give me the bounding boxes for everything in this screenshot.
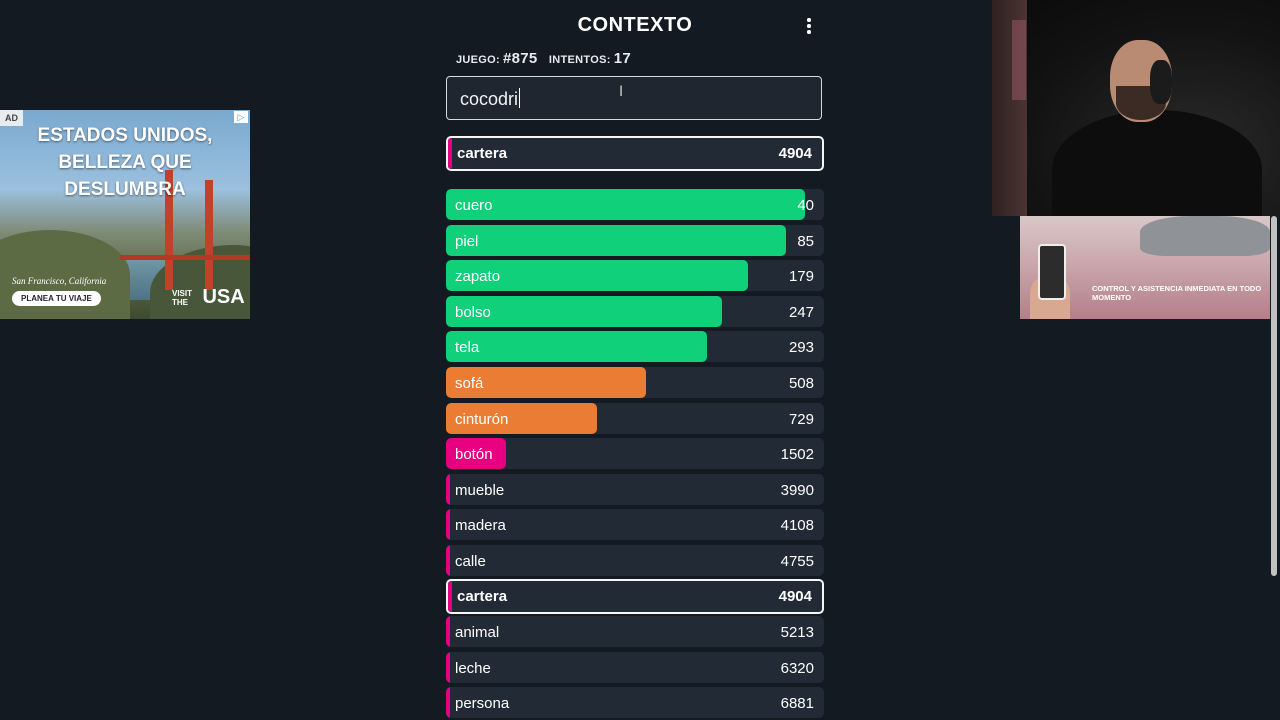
guess-bar	[446, 367, 646, 398]
guess-rank: 6320	[780, 659, 814, 677]
ad-cta-button[interactable]: PLANEA TU VIAJE	[12, 291, 101, 306]
game-stats: JUEGO: #875 INTENTOS: 17	[456, 50, 639, 67]
guess-bar	[446, 651, 450, 683]
guess-word: botón	[455, 446, 493, 464]
header: CONTEXTO	[446, 12, 824, 42]
car-image	[1140, 216, 1270, 256]
text-cursor-icon: I	[619, 84, 624, 100]
guess-word: calle	[455, 553, 486, 570]
guess-rank: 1502	[780, 446, 814, 464]
bridge-deck	[120, 255, 250, 260]
guess-rank: 5213	[780, 624, 814, 642]
guess-word: sofá	[455, 375, 484, 392]
attempts-count: 17	[613, 50, 631, 67]
webcam-overlay	[992, 0, 1280, 216]
guess-rank: 85	[797, 232, 814, 250]
guess-row: piel 85	[446, 224, 824, 256]
last-guess-bar	[448, 138, 452, 169]
game-number: #875	[502, 50, 538, 67]
guess-rank: 729	[788, 410, 814, 428]
guess-row: cuero 40	[446, 189, 824, 220]
guess-rank: 179	[788, 268, 814, 286]
guess-bar	[446, 545, 450, 576]
guess-row: leche 6320	[446, 651, 824, 683]
ad-logo: VISIT THE USA	[172, 286, 245, 309]
ad-location: San Francisco, California	[12, 276, 107, 286]
guess-row: cinturón 729	[446, 402, 824, 434]
guess-input-value: cocodri	[460, 89, 519, 109]
guess-bar	[446, 260, 748, 292]
guess-bar	[448, 580, 452, 612]
guess-rank: 247	[788, 303, 814, 321]
guess-row: sofá 508	[446, 367, 824, 398]
guess-row: persona 6881	[446, 687, 824, 719]
guess-word: mueble	[455, 481, 505, 499]
guess-word: persona	[455, 695, 510, 713]
more-options-icon[interactable]	[806, 18, 812, 36]
guess-row: mueble 3990	[446, 473, 824, 505]
game-label: JUEGO:	[456, 54, 500, 66]
ad-headline-line-2: BELLEZA QUE DESLUMBRA	[58, 152, 192, 200]
ad-choices-icon[interactable]: ▷	[234, 111, 248, 123]
guess-bar	[446, 616, 450, 648]
last-guess-rank: 4904	[778, 145, 812, 162]
guess-bar	[446, 224, 786, 256]
contexto-game: CONTEXTO JUEGO: #875 INTENTOS: 17 cocodri …	[446, 0, 824, 720]
guess-row: zapato 179	[446, 260, 824, 292]
phone-image	[1038, 244, 1066, 300]
guess-row: cartera 4904	[446, 578, 824, 614]
page-title: CONTEXTO	[577, 14, 693, 36]
guess-row: animal 5213	[446, 616, 824, 648]
guess-word: bolso	[455, 303, 491, 321]
ad-logo-small: VISIT THE	[172, 288, 193, 307]
ad-car-text: CONTROL Y ASISTENCIA INMEDIATA EN TODO M…	[1092, 284, 1262, 302]
guess-word: piel	[455, 232, 479, 250]
guess-word: zapato	[455, 268, 501, 286]
guess-word: cuero	[455, 197, 493, 214]
guess-row: botón 1502	[446, 438, 824, 470]
guess-word: cartera	[457, 587, 508, 605]
guess-word: cinturón	[455, 410, 509, 428]
guess-bar	[446, 295, 722, 327]
text-caret	[519, 88, 521, 108]
guess-rank: 4108	[780, 517, 814, 535]
headphones-icon	[1150, 60, 1172, 104]
guess-word: tela	[455, 339, 480, 357]
ad-banner-car[interactable]: CONTROL Y ASISTENCIA INMEDIATA EN TODO M…	[1020, 216, 1270, 319]
scrollbar-thumb[interactable]	[1271, 216, 1277, 576]
guess-bar	[446, 331, 707, 363]
guess-rank: 4904	[778, 587, 812, 605]
guess-row: calle 4755	[446, 545, 824, 576]
guess-input[interactable]: cocodri I	[446, 76, 822, 120]
ad-headline-line-1: ESTADOS UNIDOS,	[37, 125, 213, 146]
guess-row: bolso 247	[446, 295, 824, 327]
guess-row: tela 293	[446, 331, 824, 363]
last-guess-row: cartera 4904	[446, 136, 824, 171]
guess-bar	[446, 509, 450, 541]
guess-word: animal	[455, 624, 500, 642]
guess-rank: 40	[797, 197, 814, 214]
guess-row: madera 4108	[446, 509, 824, 541]
guess-bar	[446, 189, 805, 220]
guess-rank: 3990	[780, 481, 814, 499]
guess-rank: 4755	[780, 553, 814, 570]
guess-rank: 508	[788, 375, 814, 392]
guess-bar	[446, 438, 506, 470]
attempts-label: INTENTOS:	[548, 54, 611, 66]
guess-word: madera	[455, 517, 506, 535]
last-guess-word: cartera	[457, 145, 508, 162]
guess-bar	[446, 687, 450, 719]
bridge-tower	[165, 170, 173, 290]
guess-rank: 293	[788, 339, 814, 357]
guess-bar	[446, 402, 597, 434]
ad-headline: ESTADOS UNIDOS, BELLEZA QUE DESLUMBRA	[0, 122, 250, 203]
guess-rank: 6881	[780, 695, 814, 713]
ad-badge: AD	[0, 110, 23, 126]
bridge-tower	[205, 180, 213, 290]
ad-banner-usa[interactable]: AD ▷ ESTADOS UNIDOS, BELLEZA QUE DESLUMB…	[0, 110, 250, 319]
guess-bar	[446, 473, 450, 505]
guess-word: leche	[455, 659, 491, 677]
ad-logo-big: USA	[202, 286, 245, 308]
